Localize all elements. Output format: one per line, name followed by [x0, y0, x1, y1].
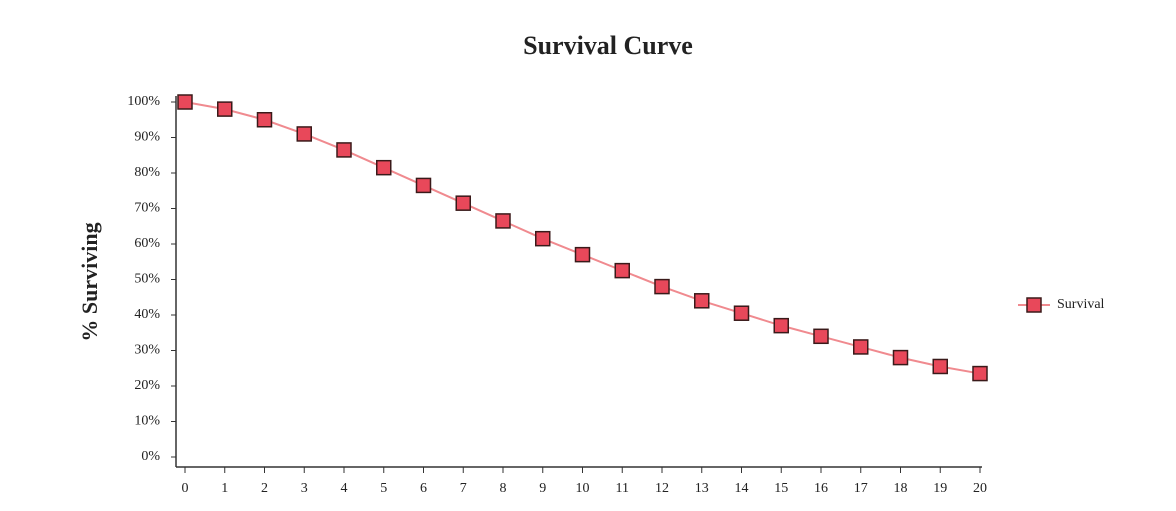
y-tick-label: 80% [134, 165, 160, 180]
data-point [614, 262, 630, 279]
data-point [376, 159, 392, 176]
x-tick-label: 1 [221, 481, 228, 496]
x-tick-label: 11 [616, 481, 629, 496]
y-tick-label: 70% [134, 201, 160, 216]
y-tick-label: 20% [134, 378, 160, 393]
y-tick-label: 50% [134, 272, 160, 287]
chart-title: Survival Curve [523, 31, 693, 60]
x-tick-label: 2 [261, 481, 268, 496]
x-tick-label: 13 [695, 481, 709, 496]
y-tick-label: 100% [127, 94, 160, 109]
data-point [415, 177, 432, 194]
x-tick-label: 10 [576, 481, 590, 496]
x-tick-label: 3 [301, 481, 308, 496]
data-point [853, 339, 869, 355]
data-point [654, 278, 670, 295]
data-point [296, 126, 312, 142]
data-point [495, 213, 511, 229]
y-tick-label: 30% [134, 343, 160, 358]
x-tick-label: 14 [735, 481, 749, 496]
data-point [336, 142, 352, 158]
x-tick-label: 6 [420, 481, 427, 496]
data-point [972, 365, 988, 382]
y-tick-label: 60% [134, 236, 160, 251]
data-point [535, 230, 551, 247]
y-tick-label: 90% [134, 130, 160, 145]
x-tick-label: 18 [894, 481, 908, 496]
data-point [932, 358, 948, 375]
data-point [256, 112, 273, 128]
x-tick-label: 9 [539, 481, 546, 496]
x-tick-label: 0 [182, 481, 189, 496]
y-tick-label: 40% [134, 307, 160, 322]
x-tick-label: 17 [854, 481, 868, 496]
data-point [574, 246, 591, 263]
y-tick-label: 0% [141, 449, 160, 464]
y-tick-label: 10% [134, 414, 160, 429]
x-tick-label: 4 [341, 481, 348, 496]
legend-marker [1026, 297, 1042, 313]
data-point [813, 328, 829, 345]
data-point [733, 305, 750, 321]
x-tick-label: 7 [460, 481, 467, 496]
x-tick-label: 8 [500, 481, 507, 496]
data-point [455, 195, 471, 211]
x-tick-label: 20 [973, 481, 987, 496]
y-axis-label: % Surviving [77, 222, 102, 341]
legend-label: Survival [1057, 297, 1105, 312]
data-point [217, 101, 233, 117]
x-tick-label: 5 [380, 481, 387, 496]
data-point [694, 293, 710, 309]
data-point [773, 317, 789, 334]
data-point [177, 94, 193, 110]
x-tick-label: 19 [933, 481, 947, 496]
series-line [184, 101, 981, 375]
x-tick-label: 12 [655, 481, 669, 496]
x-tick-label: 16 [814, 481, 828, 496]
x-tick-label: 15 [774, 481, 788, 496]
data-point [892, 349, 909, 366]
